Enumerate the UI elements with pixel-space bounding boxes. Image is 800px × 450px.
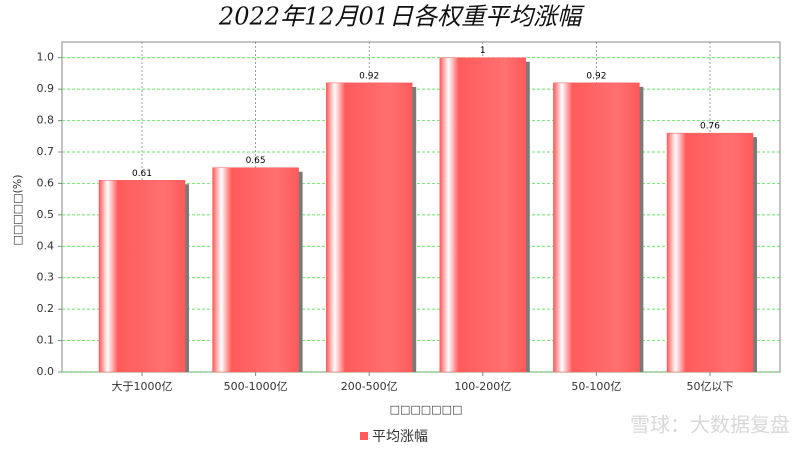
value-label: 0.65 <box>246 156 266 166</box>
value-label: 0.61 <box>132 169 152 179</box>
value-label: 0.92 <box>586 71 606 81</box>
y-tick-label: 0.7 <box>37 145 55 158</box>
value-label: 0.76 <box>700 122 720 132</box>
bar <box>325 82 413 373</box>
y-tick-label: 0.0 <box>37 365 55 378</box>
legend-swatch <box>360 432 368 440</box>
bar <box>553 82 640 373</box>
x-tick-label: 大于1000亿 <box>112 379 173 393</box>
y-tick-label: 0.1 <box>37 334 55 347</box>
x-tick-label: 100-200亿 <box>454 380 511 393</box>
y-tick-label: 0.2 <box>37 302 55 315</box>
x-tick-label: 50-100亿 <box>571 380 621 393</box>
y-tick-label: 0.8 <box>37 114 55 127</box>
chart-title: 2022年12月01日各权重平均涨幅 <box>218 3 585 31</box>
legend-label: 平均涨幅 <box>372 429 428 445</box>
watermark: 雪球：大数据复盘 <box>630 413 790 437</box>
y-tick-label: 0.3 <box>37 271 55 284</box>
x-axis-label: □□□□□□□ <box>390 403 463 416</box>
bar <box>98 180 186 373</box>
x-tick-label: 50亿以下 <box>687 380 734 393</box>
x-tick-label: 500-1000亿 <box>224 380 288 393</box>
y-tick-label: 0.9 <box>37 82 55 95</box>
bar <box>212 167 299 373</box>
y-tick-label: 1.0 <box>37 51 55 64</box>
bar <box>666 132 754 373</box>
y-tick-label: 0.5 <box>37 208 55 221</box>
value-label: 1 <box>480 46 486 56</box>
y-tick-label: 0.6 <box>37 176 55 189</box>
x-tick-label: 200-500亿 <box>341 380 398 393</box>
bar <box>439 57 527 373</box>
value-label: 0.92 <box>359 71 379 81</box>
y-tick-label: 0.4 <box>37 239 55 252</box>
y-axis-label: □□□□□(%) <box>11 174 24 245</box>
